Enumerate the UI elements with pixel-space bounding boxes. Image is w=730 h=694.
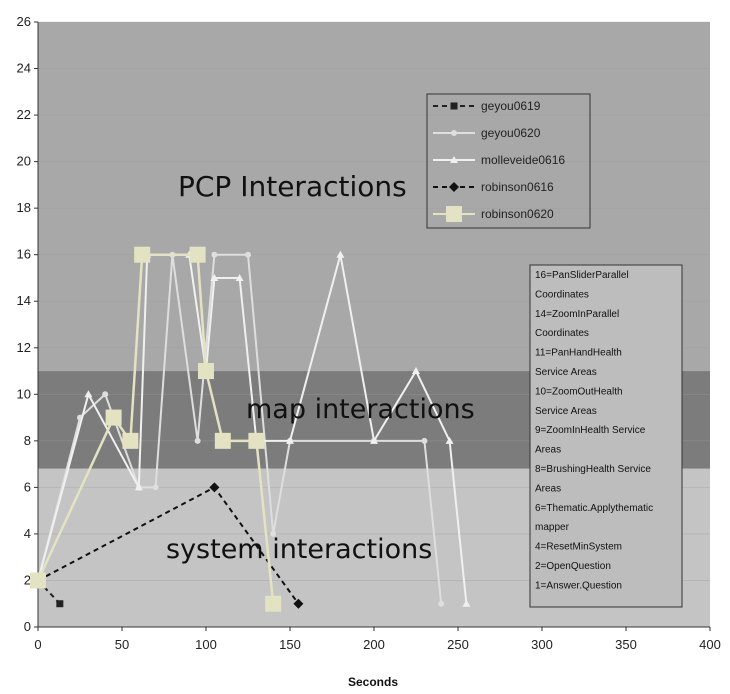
y-tick-label: 16 — [17, 247, 31, 262]
annotation-line: 4=ResetMinSystem — [535, 542, 622, 553]
data-point — [214, 432, 231, 449]
annotation-line: 9=ZoomInHealth Service — [535, 425, 646, 436]
data-point — [286, 436, 294, 444]
x-tick-label: 100 — [195, 637, 217, 652]
legend-entry-geyou0619: geyou0619 — [481, 99, 541, 113]
annotation-line: 16=PanSliderParallel — [535, 270, 629, 281]
data-point — [134, 483, 143, 491]
annotation-line: 2=OpenQuestion — [535, 561, 611, 572]
x-tick-label: 200 — [363, 637, 385, 652]
annotation-line: 8=BrushingHealth Service — [535, 464, 651, 475]
data-point — [56, 600, 64, 608]
data-point — [421, 437, 428, 444]
x-tick-label: 350 — [615, 637, 637, 652]
data-point — [105, 409, 122, 426]
annotation-line: Coordinates — [535, 289, 589, 300]
x-tick-label: 150 — [279, 637, 301, 652]
annotation-line: 1=Answer.Question — [535, 580, 622, 591]
band-label-map: map interactions — [246, 394, 475, 425]
y-tick-label: 4 — [24, 526, 31, 541]
y-tick-label: 2 — [24, 572, 31, 587]
data-point — [412, 367, 420, 375]
y-tick-label: 22 — [17, 107, 31, 122]
legend-entry-molleveide0616: molleveide0616 — [481, 153, 565, 167]
y-tick-label: 14 — [17, 293, 31, 308]
y-tick-label: 10 — [17, 386, 31, 401]
legend-entry-robinson0616: robinson0616 — [481, 180, 554, 194]
data-point — [152, 484, 159, 491]
annotation-line: 14=ZoomInParallel — [535, 309, 619, 320]
x-tick-label: 300 — [531, 637, 553, 652]
legend-frame — [426, 93, 591, 229]
data-point — [210, 273, 219, 281]
data-point — [194, 437, 201, 444]
data-point — [248, 432, 265, 449]
annotation-line: 10=ZoomOutHealth — [535, 386, 623, 397]
data-point — [235, 273, 244, 281]
data-point — [445, 436, 454, 444]
legend: geyou0619 geyou0620 molleveide0616 robinson… — [426, 93, 591, 229]
annotation-line: 11=PanHandHealth — [535, 348, 622, 359]
annotation-box: 16=PanSliderParallel Coordinates 14=ZoomIn… — [529, 264, 683, 608]
x-axis-title: Seconds — [348, 675, 398, 689]
x-tick-label: 400 — [699, 637, 721, 652]
legend-swatch-marker — [449, 182, 459, 192]
zone-labels: PCP Interactions map interactions system… — [166, 170, 475, 565]
data-point — [438, 600, 445, 607]
series-robinson0620 — [30, 246, 282, 612]
data-point — [209, 482, 220, 493]
data-point — [198, 363, 214, 380]
data-point — [84, 390, 93, 398]
legend-entry-robinson0620: robinson0620 — [481, 207, 554, 221]
data-point — [270, 530, 277, 537]
series-lines — [30, 246, 471, 612]
legend-swatch-marker — [450, 102, 458, 110]
legend-swatch-marker — [446, 206, 462, 222]
legend-swatch-marker — [450, 156, 458, 163]
x-tick-label: 0 — [34, 637, 41, 652]
legend-entry-geyou0620: geyou0620 — [481, 126, 541, 140]
y-tick-label: 8 — [24, 433, 31, 448]
data-point — [245, 251, 251, 258]
x-tick-label: 250 — [447, 637, 469, 652]
annotation-line: Areas — [535, 483, 561, 494]
y-tick-label: 18 — [17, 200, 31, 215]
data-point — [102, 391, 109, 398]
annotation-line: Areas — [535, 445, 561, 456]
legend-swatch-marker — [451, 130, 457, 136]
data-point — [370, 436, 378, 444]
data-point — [189, 246, 206, 263]
y-tick-label: 0 — [24, 619, 31, 634]
y-tick-label: 26 — [17, 14, 31, 29]
y-tick-label: 20 — [17, 154, 31, 169]
data-point — [265, 595, 282, 612]
annotation-line: Service Areas — [535, 367, 597, 378]
data-point — [462, 599, 471, 607]
annotation-frame — [529, 264, 683, 608]
y-tick-label: 24 — [17, 61, 31, 76]
data-point — [30, 572, 46, 589]
y-tick-label: 6 — [24, 479, 31, 494]
data-point — [211, 251, 218, 258]
annotation-line: Service Areas — [535, 406, 597, 417]
annotation-line: mapper — [535, 522, 570, 533]
annotation-line: Coordinates — [535, 328, 589, 339]
band-label-pcp: PCP Interactions — [178, 170, 407, 203]
data-point — [336, 250, 345, 258]
y-tick-label: 12 — [17, 340, 31, 355]
annotation-line: 6=Thematic.Applythematic — [535, 503, 653, 514]
data-point — [122, 432, 139, 449]
data-point — [293, 598, 304, 609]
data-point — [134, 246, 151, 263]
x-tick-label: 50 — [115, 637, 129, 652]
band-label-system: system interactions — [166, 534, 432, 565]
